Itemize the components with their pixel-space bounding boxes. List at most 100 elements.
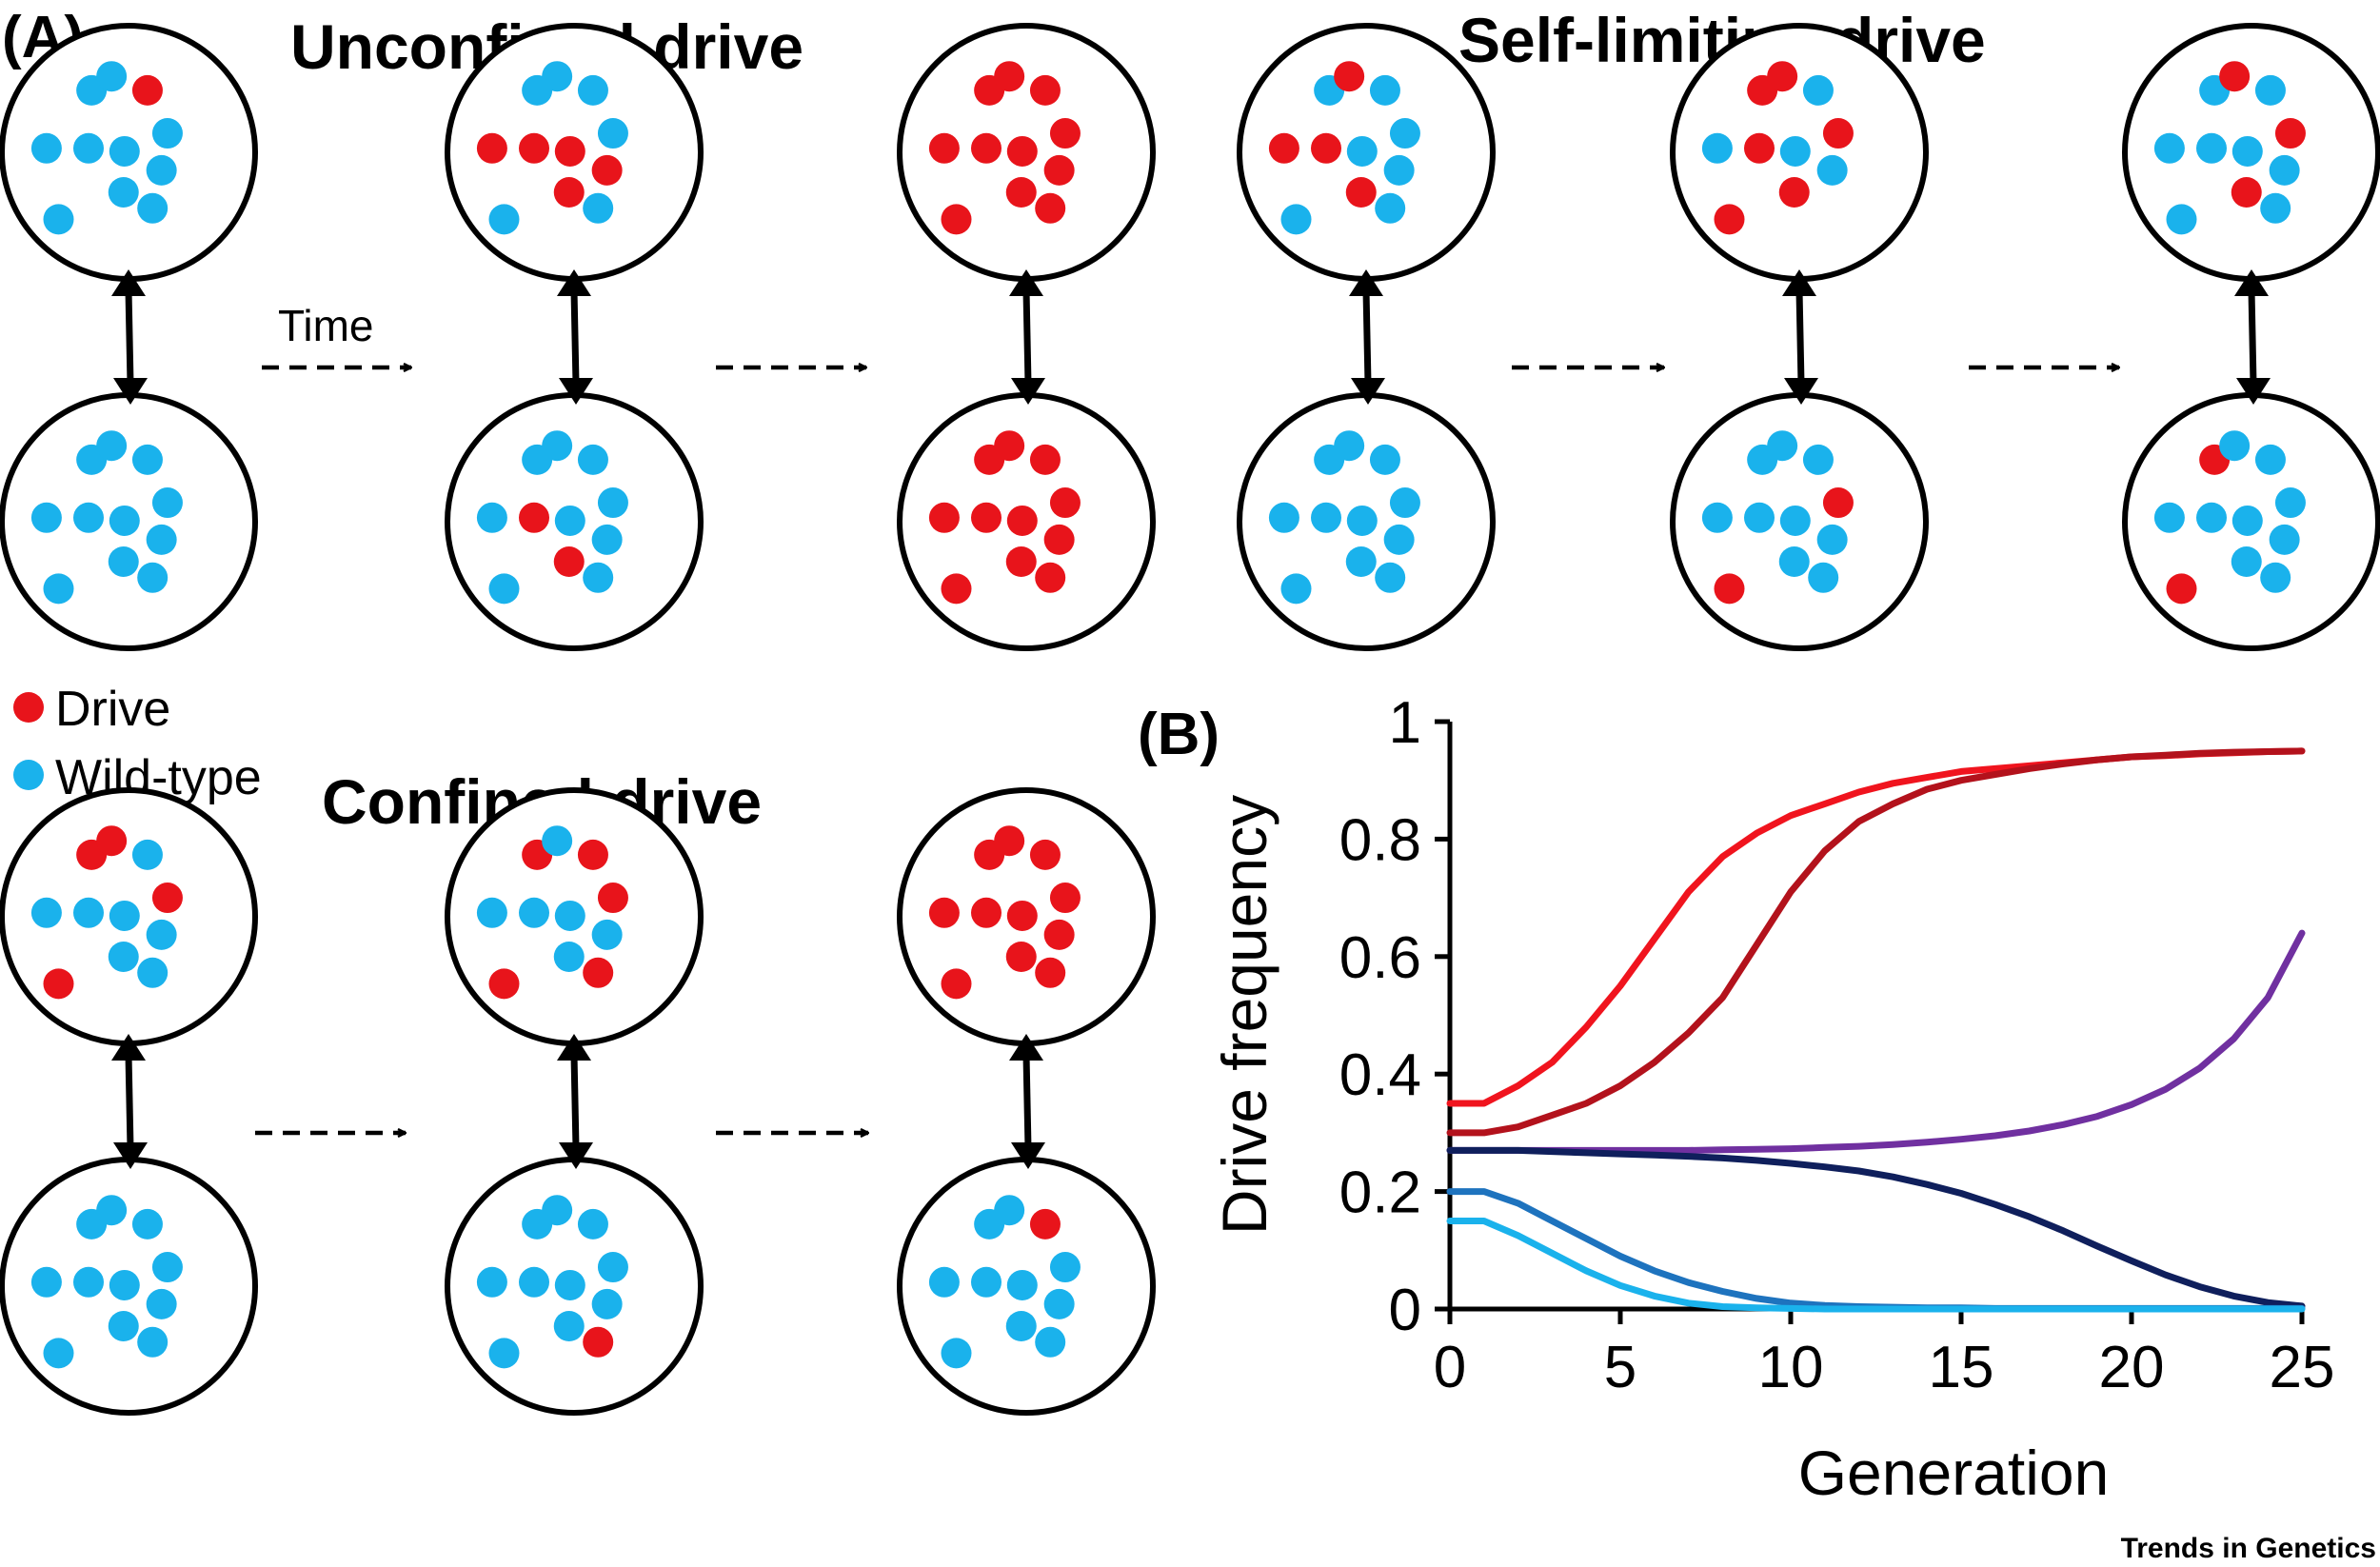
drive-dot — [591, 154, 623, 186]
wild-type-dot — [1346, 505, 1378, 536]
wild-type-dot — [577, 444, 608, 475]
wild-type-dot — [2260, 562, 2291, 593]
wild-type-dot — [109, 900, 140, 931]
drive-dot — [1005, 177, 1037, 208]
drive-dot — [1049, 118, 1081, 149]
series-line-2 — [1446, 747, 2306, 1137]
drive-dot — [1822, 118, 1854, 149]
wild-type-dot — [1808, 562, 1839, 593]
migration-arrow-head-up — [557, 1034, 591, 1061]
wild-type-dot — [488, 204, 520, 235]
series-line-6 — [1446, 1218, 2306, 1313]
migration-arrow-head-up — [111, 269, 146, 296]
wild-type-dot — [488, 1338, 520, 1369]
drive-dot — [1006, 900, 1038, 931]
population-pair-unconfined-1 — [0, 23, 258, 651]
wild-type-dot — [131, 1208, 163, 1240]
y-tick-label: 0.8 — [1339, 807, 1421, 873]
panel-b-label: (B) — [1138, 702, 1220, 767]
wild-type-dot — [109, 135, 140, 167]
drive-dot — [553, 177, 585, 208]
drive-dot — [488, 968, 520, 1000]
drive-dot — [577, 839, 608, 870]
wild-type-dot — [542, 430, 573, 462]
wild-type-dot — [583, 562, 614, 593]
drive-dot — [1035, 957, 1066, 988]
wild-type-dot — [1311, 502, 1341, 533]
wild-type-dot — [2153, 502, 2185, 533]
drive-dot — [519, 132, 549, 164]
drive-dot — [597, 883, 628, 914]
drive-dot — [1029, 839, 1061, 870]
wild-type-dot — [1346, 135, 1378, 167]
wild-type-dot — [553, 1311, 585, 1341]
migration-arrow-head-down — [113, 378, 148, 405]
wild-type-dot — [151, 487, 183, 519]
migration-arrow-head-down — [559, 1142, 593, 1169]
drive-dot — [1029, 444, 1061, 475]
wild-type-dot — [1383, 154, 1415, 186]
drive-dot — [1005, 546, 1037, 577]
migration-arrow-shaft — [1022, 289, 1032, 385]
x-tick-label: 20 — [2099, 1335, 2165, 1400]
drive-dot — [553, 546, 585, 577]
drive-dot — [1345, 177, 1377, 208]
drive-dot — [971, 897, 1002, 928]
drive-dot — [1714, 204, 1745, 235]
drive-dot — [1043, 919, 1075, 950]
migration-arrow-shaft — [1022, 1054, 1032, 1149]
migration-arrow-head-up — [2234, 269, 2269, 296]
wild-type-dot — [109, 505, 140, 536]
y-tick-label: 1 — [1389, 690, 1421, 756]
wild-type-dot — [553, 942, 585, 972]
migration-arrow-shaft — [1795, 289, 1805, 385]
wild-type-dot — [146, 154, 177, 186]
wild-type-dot — [928, 1266, 960, 1298]
wild-type-dot — [96, 1195, 128, 1226]
wild-type-dot — [2269, 524, 2300, 555]
wild-type-dot — [519, 1266, 549, 1298]
wild-type-dot — [2260, 192, 2291, 224]
wild-type-dot — [1375, 192, 1406, 224]
drive-dot — [928, 132, 960, 164]
x-tick-label: 25 — [2270, 1335, 2335, 1400]
drive-dot — [994, 825, 1025, 857]
wild-type-dot — [1816, 154, 1848, 186]
wild-type-dot — [43, 1338, 74, 1369]
drive-dot — [1029, 1208, 1061, 1240]
drive-dot — [43, 968, 74, 1000]
wild-type-dot — [591, 524, 623, 555]
drive-dot — [928, 502, 960, 533]
drive-dot — [583, 1326, 614, 1358]
wild-type-dot — [476, 502, 507, 533]
drive-dot — [1029, 74, 1061, 106]
wild-type-dot — [108, 1311, 139, 1341]
wild-type-dot — [597, 487, 628, 519]
wild-type-dot — [1779, 505, 1811, 536]
x-tick-label: 15 — [1929, 1335, 1994, 1400]
wild-type-dot — [1280, 204, 1312, 235]
wild-type-dot — [1778, 546, 1810, 577]
drive-dot — [2231, 177, 2262, 208]
legend-drive-dot — [13, 692, 44, 723]
wild-type-dot — [2166, 204, 2197, 235]
migration-arrow-head-up — [1009, 1034, 1043, 1061]
wild-type-dot — [137, 192, 169, 224]
drive-dot — [1043, 524, 1075, 555]
wild-type-dot — [30, 502, 62, 533]
wild-type-dot — [137, 957, 169, 988]
y-tick-label: 0.2 — [1339, 1160, 1421, 1226]
drive-dot — [1311, 132, 1341, 164]
wild-type-dot — [1701, 132, 1733, 164]
migration-arrow-head-down — [1011, 1142, 1045, 1169]
drive-dot — [2274, 118, 2306, 149]
migration-arrow-shaft — [125, 289, 134, 385]
drive-dot — [2219, 61, 2251, 92]
y-axis-title: Drive frequency — [1209, 795, 1279, 1235]
migration-arrow-head-down — [113, 1142, 148, 1169]
wild-type-dot — [1280, 573, 1312, 605]
drive-dot — [1005, 942, 1037, 972]
y-tick-label: 0.6 — [1339, 925, 1421, 991]
wild-type-dot — [73, 897, 104, 928]
drive-dot — [1744, 132, 1775, 164]
